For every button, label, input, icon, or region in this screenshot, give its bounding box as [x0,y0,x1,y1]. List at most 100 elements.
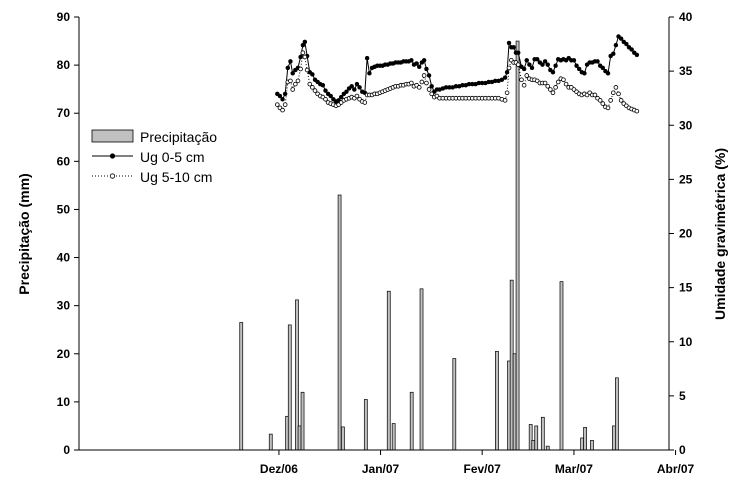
axes-layer: 0 10 20 30 40 50 60 70 80 90 0 5 10 15 20 25 30 35 40 Dez/0… [57,10,695,476]
series-0-point-100 [545,62,550,67]
legend-label-2: Ug 5-10 cm [140,169,212,185]
series-0-point-32 [357,85,362,90]
series-0-point-111 [574,63,579,68]
series-1-point-7 [293,81,298,87]
y-left-tick-label: 0 [63,443,70,457]
precip-bar-24 [545,445,550,451]
series-1-point-58 [424,80,429,86]
series-0-point-35 [364,55,370,61]
series-0-point-10 [300,42,306,48]
series-0-point-21 [328,93,333,99]
series-1-point-104 [555,79,561,85]
series-1-point-125 [610,90,616,96]
y-left-tick-label: 80 [57,58,71,72]
series-0-point-114 [582,71,587,76]
series-1-point-134 [634,108,640,114]
legend-swatch-bar [91,129,134,143]
y-left-tick-label: 50 [57,202,71,216]
precip-bar-3 [287,324,292,451]
precip-bar-17 [509,279,514,451]
series-0-point-92 [524,58,529,63]
series-1-point-15 [312,88,318,93]
series-1-point-57 [421,73,427,78]
precip-bar-5 [297,425,302,451]
series-0-point-11 [302,39,308,45]
series-1-point-9 [298,66,303,72]
series-0-point-94 [529,65,535,71]
series-1-point-55 [416,85,422,90]
series-1-point-120 [597,98,603,103]
series-1-point-121 [600,101,606,106]
precip-bar-1 [268,433,273,451]
y-left-axis-title: Precipitação (mm) [16,173,32,294]
series-0-point-18 [320,82,326,88]
precip-bar-29 [612,425,616,451]
y-right-tick-label: 10 [679,335,693,349]
series-1-point-59 [426,87,432,92]
series-1-point-12 [304,67,310,73]
series-0-point-5 [288,59,293,64]
legend-label-0: Precipitação [140,129,217,145]
series-1-point-101 [548,87,553,92]
series-1-point-13 [307,81,313,87]
series-1-point-0 [275,102,280,107]
series-0-point-4 [285,65,291,71]
series-1-point-99 [542,80,548,86]
precip-bar-12 [409,391,414,451]
series-0-point-87 [511,45,516,50]
y-left-tick-label: 60 [57,154,71,168]
x-tick-label: Dez/06 [260,462,298,476]
y-left-tick-label: 20 [57,347,71,361]
series-0-point-130 [624,41,629,47]
series-0-point-98 [540,62,545,67]
series-1-point-124 [608,98,613,103]
series-0-point-103 [553,63,558,68]
series-0-point-36 [367,71,372,76]
series-0-point-123 [605,71,611,76]
x-tick-label: Mar/07 [555,462,593,476]
precip-bar-25 [559,281,564,451]
series-0-point-102 [550,69,556,75]
series-1-point-2 [280,107,285,113]
precip-bar-15 [495,351,499,451]
legend: Precipitação Ug 0-5 cm Ug 5-10 cm [91,129,217,185]
precip-bar-22 [534,425,539,451]
y-left-tick-label: 90 [57,10,71,24]
series-0-point-93 [527,62,532,67]
series-0-point-96 [534,56,540,62]
series-0-point-3 [282,91,288,97]
y-right-tick-label: 0 [679,443,686,457]
series-1-point-83 [502,98,508,103]
y-right-axis-title: Umidade gravimétrica (%) [712,148,728,320]
series-0-point-27 [344,89,349,94]
series-1-point-19 [323,96,328,102]
series-0-point-83 [502,75,508,80]
precip-bar-10 [386,290,391,451]
series-1-point-103 [553,85,558,90]
precip-bar-18 [512,353,517,451]
y-right-tick-label: 20 [679,227,693,241]
series-0-point-19 [323,88,328,93]
series-1-point-90 [519,77,524,83]
y-left-tick-label: 70 [57,106,71,120]
series-0-point-60 [429,84,434,89]
precip-bar-30 [615,377,619,451]
y-right-tick-label: 30 [679,118,693,132]
series-0-point-119 [595,59,600,64]
x-tick-label: Jan/07 [362,462,400,476]
series-0-point-121 [600,65,606,71]
y-left-tick-label: 10 [57,395,71,409]
y-right-tick-label: 5 [679,389,686,403]
legend-label-1: Ug 0-5 cm [140,149,205,165]
precip-bar-11 [391,423,396,451]
y-right-tick-label: 40 [679,10,693,24]
series-1-point-3 [282,102,288,107]
series-1-point-127 [616,91,621,97]
series-1-point-106 [561,77,566,83]
x-tick-label: Fev/07 [463,462,501,476]
series-1-point-92 [524,73,530,78]
series-1-point-107 [563,81,569,87]
series-1-point-123 [605,105,611,111]
series-1-point-102 [550,90,556,96]
